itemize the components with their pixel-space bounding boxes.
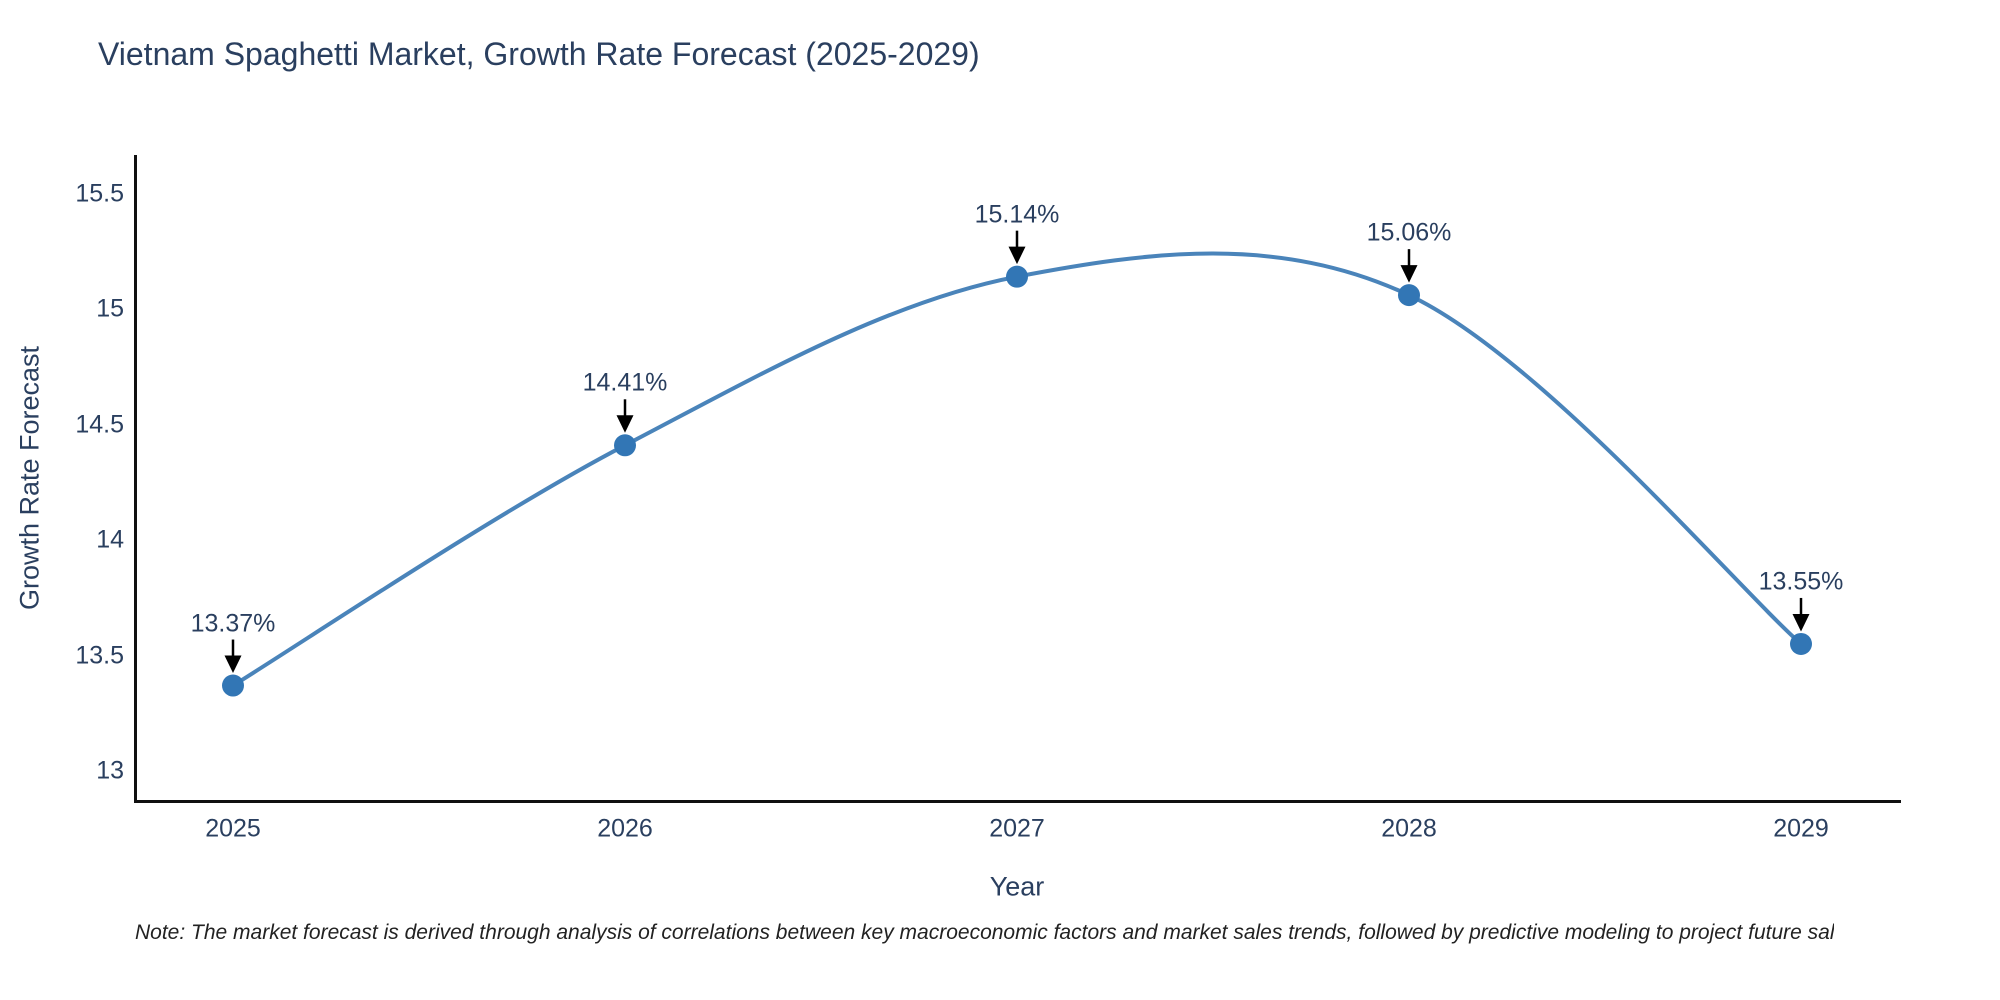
y-tick-label: 13 (96, 756, 124, 785)
forecast-curve (231, 251, 1803, 688)
y-tick-label: 15 (96, 294, 124, 323)
point-value-label: 15.06% (1366, 218, 1452, 247)
y-tick-label: 13.5 (75, 641, 124, 669)
x-tick-label: 2029 (1773, 814, 1829, 843)
y-tick-label: 14 (96, 525, 124, 554)
chart-title: Vietnam Spaghetti Market, Growth Rate Fo… (98, 36, 980, 72)
data-point-marker (614, 434, 636, 457)
point-value-label: 13.55% (1758, 567, 1844, 596)
y-tick-label: 15.5 (75, 179, 124, 207)
axis-lines (134, 155, 1901, 803)
x-tick-label: 2026 (597, 814, 653, 843)
point-value-label: 13.37% (190, 609, 276, 638)
annotation-arrow-head (1792, 613, 1810, 632)
data-point-marker (222, 674, 244, 697)
data-point-marker (1790, 632, 1812, 655)
point-value-label: 14.41% (582, 368, 668, 397)
annotation-arrow-head (224, 655, 242, 674)
x-tick-label: 2027 (989, 814, 1045, 843)
x-axis-title: Year (989, 871, 1045, 902)
data-point-marker (1006, 265, 1028, 288)
point-value-label: 15.14% (974, 200, 1060, 229)
y-axis-title: Growth Rate Forecast (14, 345, 45, 611)
annotation-arrow-head (1008, 246, 1026, 265)
y-tick-label: 14.5 (75, 410, 124, 438)
x-tick-label: 2028 (1381, 814, 1437, 843)
x-tick-label: 2025 (205, 814, 261, 843)
annotation-arrow-head (616, 415, 634, 433)
annotation-arrow-head (1400, 265, 1418, 283)
footnote: Note: The market forecast is derived thr… (135, 921, 1835, 944)
data-point-marker (1398, 284, 1420, 307)
